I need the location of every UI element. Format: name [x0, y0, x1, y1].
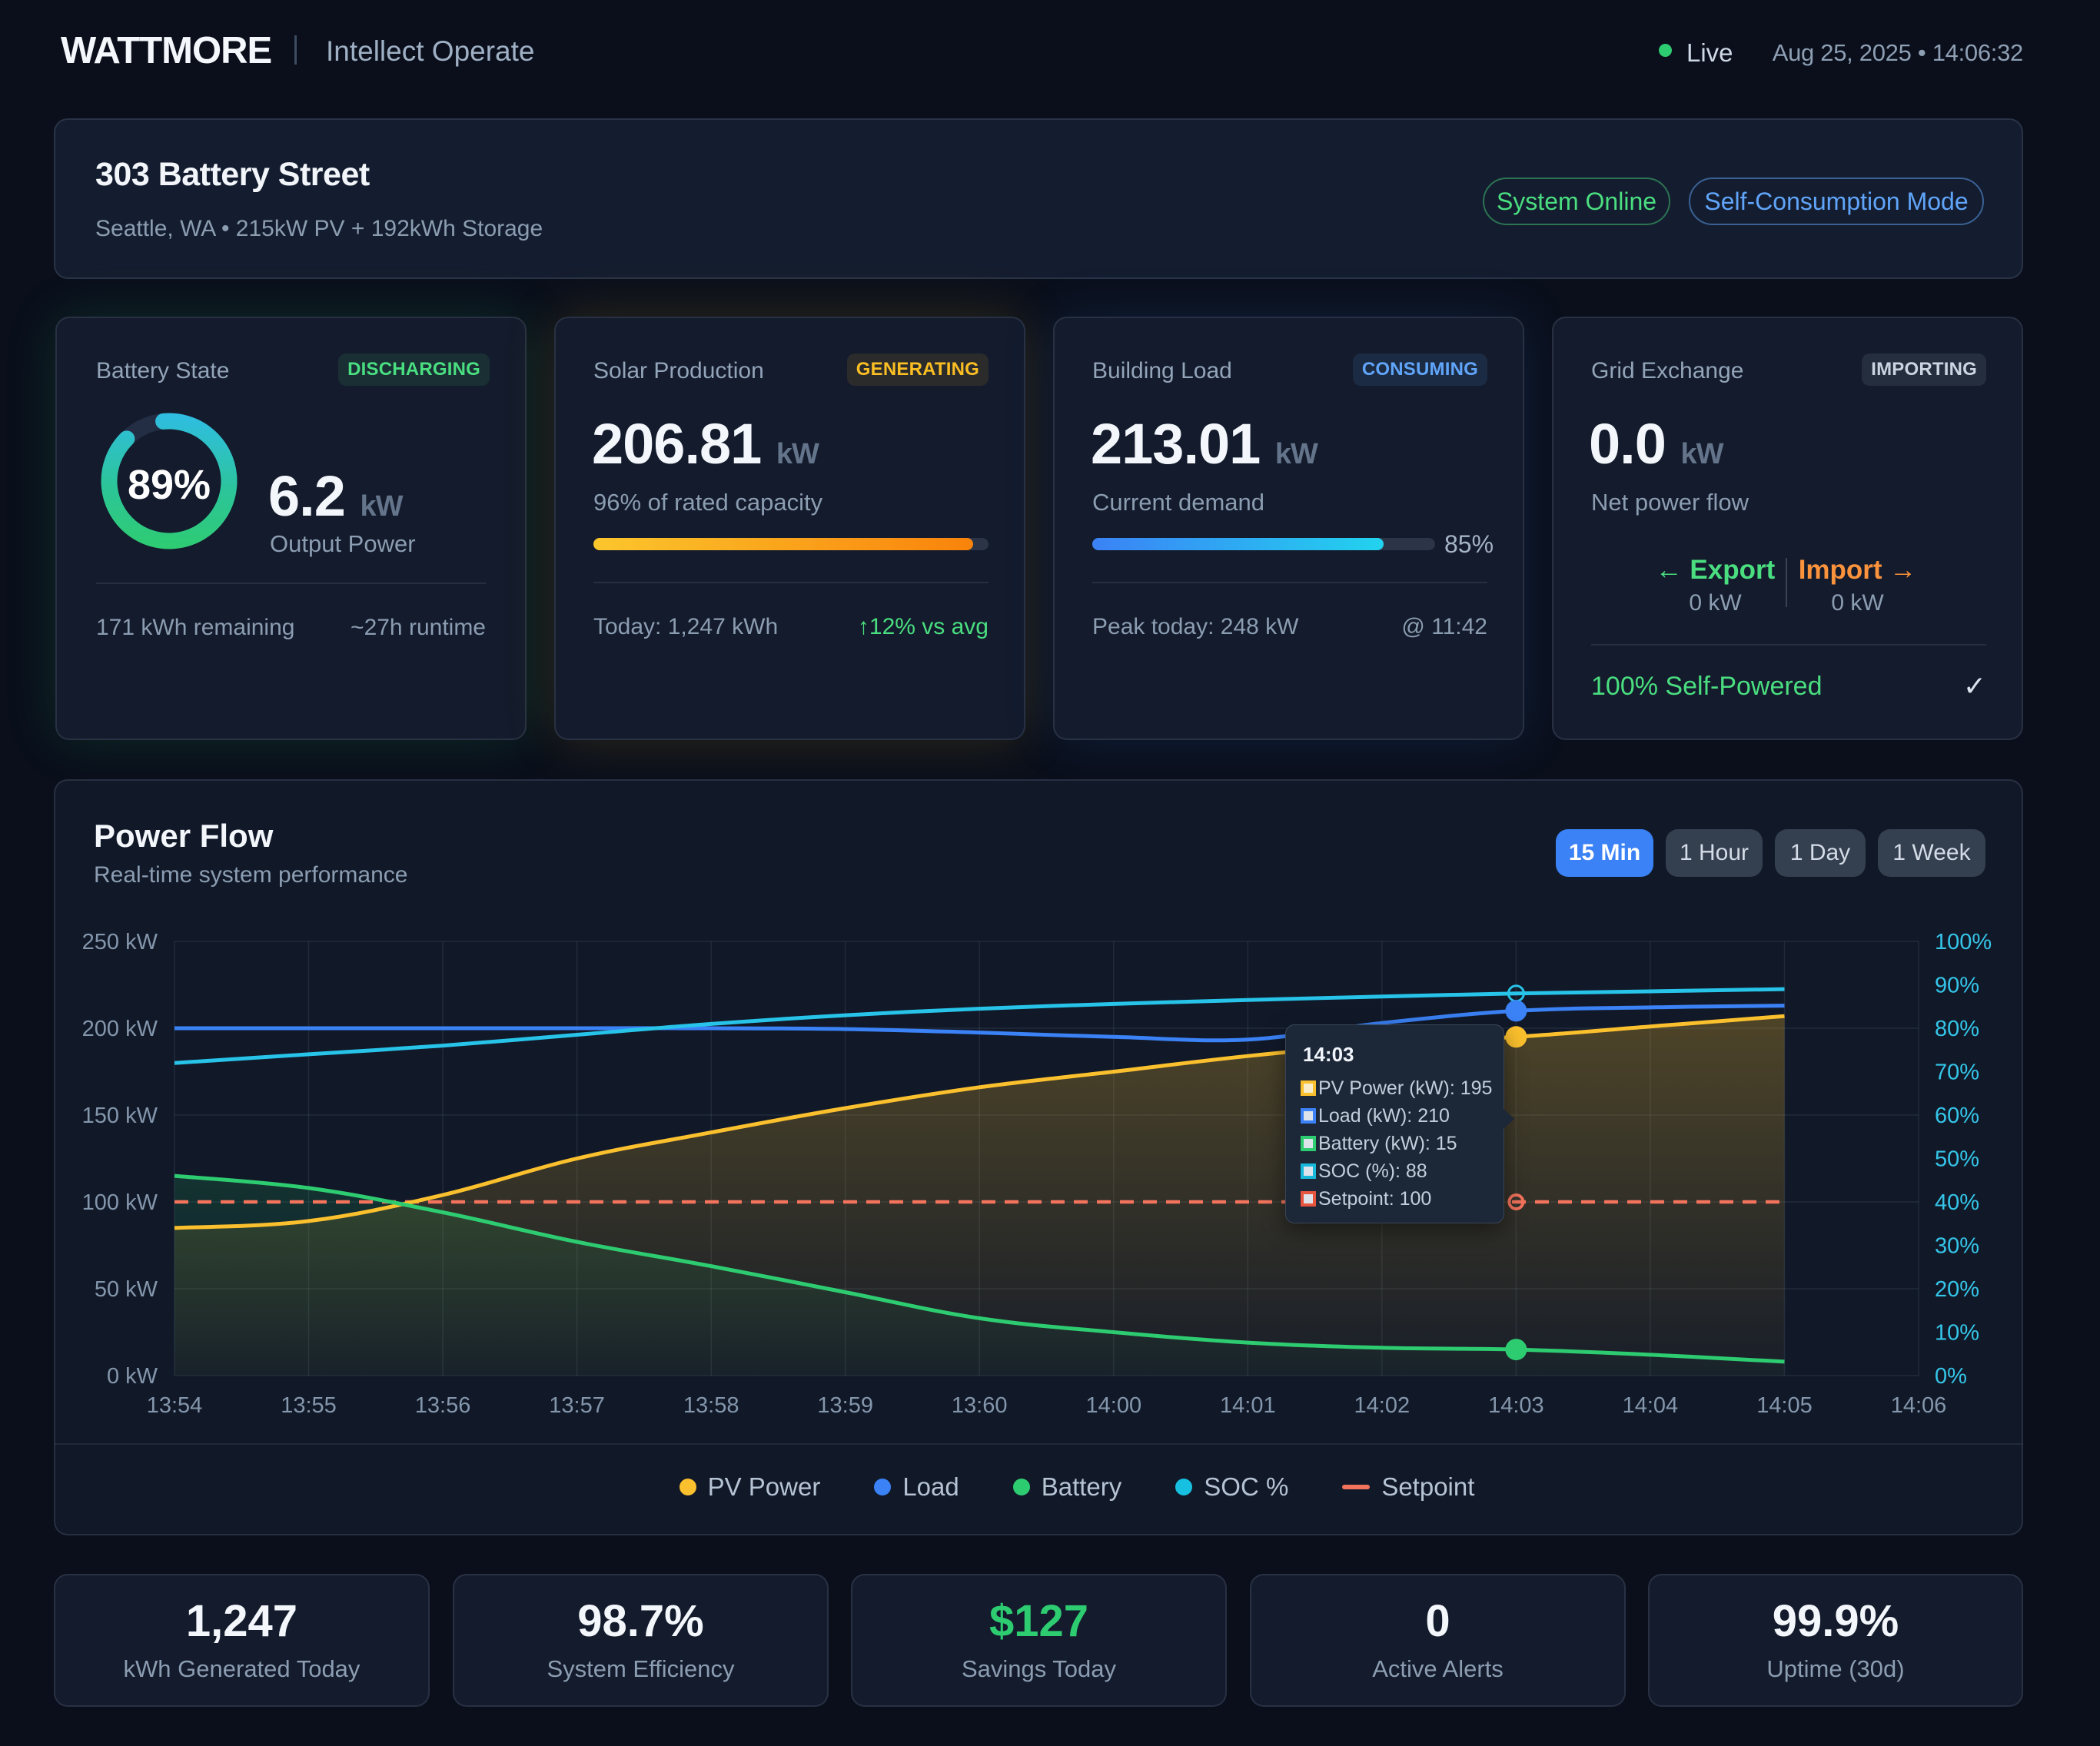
- svg-text:14:01: 14:01: [1220, 1393, 1276, 1418]
- svg-text:20%: 20%: [1935, 1277, 1979, 1302]
- svg-text:13:55: 13:55: [281, 1393, 337, 1418]
- svg-text:13:56: 13:56: [415, 1393, 471, 1418]
- svg-text:50%: 50%: [1935, 1147, 1979, 1172]
- svg-text:14:04: 14:04: [1623, 1393, 1679, 1418]
- svg-text:13:58: 13:58: [683, 1393, 739, 1418]
- svg-text:13:60: 13:60: [952, 1393, 1008, 1418]
- svg-text:40%: 40%: [1935, 1190, 1979, 1215]
- svg-text:14:06: 14:06: [1891, 1393, 1947, 1418]
- svg-text:10%: 10%: [1935, 1321, 1979, 1346]
- svg-text:50 kW: 50 kW: [95, 1277, 158, 1302]
- svg-text:70%: 70%: [1935, 1061, 1979, 1085]
- svg-text:14:00: 14:00: [1086, 1393, 1142, 1418]
- svg-text:200 kW: 200 kW: [82, 1017, 158, 1041]
- svg-text:150 kW: 150 kW: [82, 1104, 158, 1128]
- svg-text:14:05: 14:05: [1756, 1393, 1813, 1418]
- svg-text:80%: 80%: [1935, 1017, 1979, 1041]
- svg-text:13:57: 13:57: [549, 1393, 605, 1418]
- svg-text:14:02: 14:02: [1354, 1393, 1411, 1418]
- svg-text:14:03: 14:03: [1488, 1393, 1544, 1418]
- svg-text:90%: 90%: [1935, 974, 1979, 998]
- svg-text:30%: 30%: [1935, 1234, 1979, 1259]
- svg-text:0%: 0%: [1935, 1364, 1967, 1389]
- svg-text:100 kW: 100 kW: [82, 1190, 158, 1215]
- svg-text:100%: 100%: [1935, 930, 1992, 954]
- svg-text:13:54: 13:54: [147, 1393, 203, 1418]
- svg-text:250 kW: 250 kW: [82, 930, 158, 954]
- svg-text:13:59: 13:59: [817, 1393, 873, 1418]
- svg-text:0 kW: 0 kW: [107, 1364, 158, 1389]
- svg-text:60%: 60%: [1935, 1104, 1979, 1128]
